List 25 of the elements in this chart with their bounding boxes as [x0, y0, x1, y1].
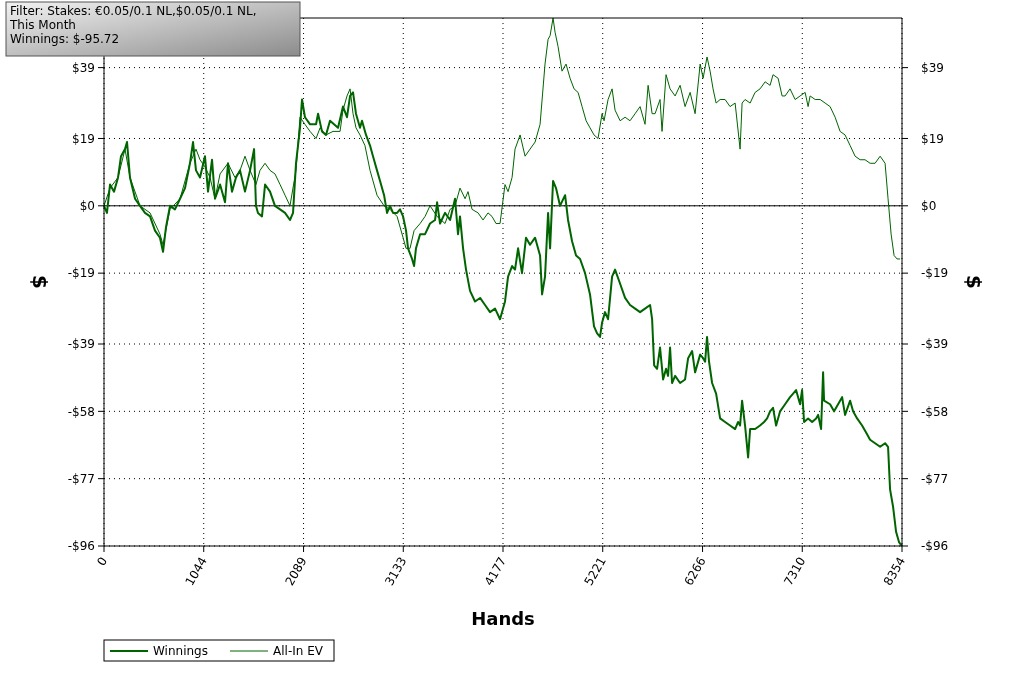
legend-label: All-In EV — [273, 644, 324, 659]
y2-tick-label: -$58 — [921, 404, 949, 419]
y2-axis-title: $ — [962, 275, 986, 289]
y-tick-label: -$58 — [67, 404, 95, 419]
legend-label: Winnings — [153, 644, 208, 659]
y-tick-label: -$96 — [67, 539, 95, 554]
y-tick-label: $39 — [72, 60, 95, 75]
x-axis-title: Hands — [471, 608, 535, 629]
y2-tick-label: $19 — [921, 131, 944, 146]
y-tick-label: -$19 — [67, 266, 95, 281]
y2-tick-label: -$77 — [921, 471, 949, 486]
y-tick-label: -$39 — [67, 337, 95, 352]
text: This Month — [9, 18, 76, 32]
y-tick-label: $0 — [79, 199, 95, 214]
annotation: Filter: Stakes: €0.05/0.1 NL,$0.05/0.1 NL, — [10, 4, 257, 18]
y2-tick-label: $0 — [921, 199, 937, 214]
y-tick-label: -$77 — [67, 471, 95, 486]
y-axis-title: $ — [28, 275, 52, 289]
x-tick-label: 0 — [94, 554, 111, 569]
y-tick-label: $19 — [72, 131, 95, 146]
y2-tick-label: $39 — [921, 60, 944, 75]
y2-tick-label: -$19 — [921, 266, 949, 281]
y2-tick-label: -$39 — [921, 337, 949, 352]
y2-tick-label: -$96 — [921, 539, 949, 554]
annotation: Winnings: $-95.72 — [10, 32, 120, 46]
